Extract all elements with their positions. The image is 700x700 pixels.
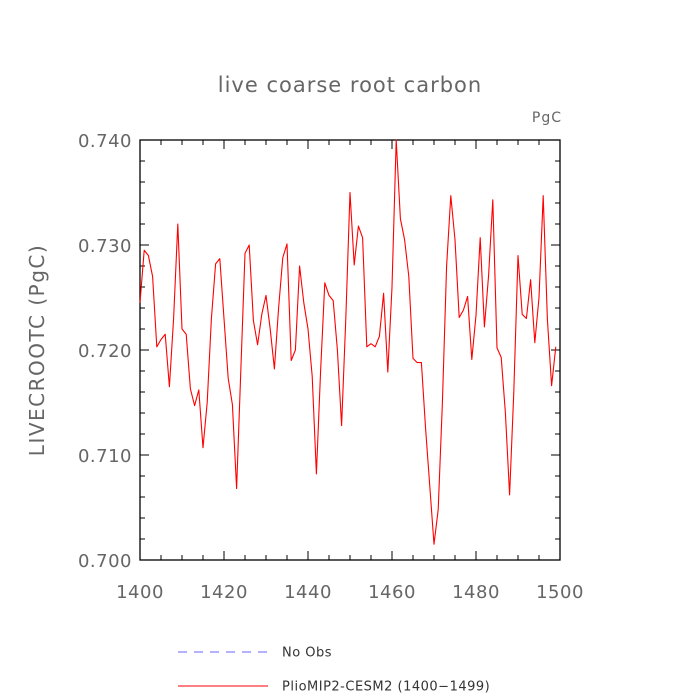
y-tick-label: 0.700	[78, 551, 132, 572]
legend: No Obs PlioMIP2-CESM2 (1400−1499)	[178, 646, 490, 695]
x-tick-label: 1500	[536, 582, 584, 603]
x-tick-label: 1460	[368, 582, 416, 603]
axis-ticks	[139, 139, 561, 561]
chart-title: live coarse root carbon	[218, 73, 482, 97]
y-axis-label: LIVECROOTC (PgC)	[25, 244, 49, 456]
y-tick-label: 0.740	[78, 131, 132, 152]
units-label: PgC	[532, 110, 562, 126]
y-tick-label: 0.720	[78, 341, 132, 362]
y-tick-label: 0.710	[78, 446, 132, 467]
series-line	[139, 139, 557, 545]
x-tick-label: 1420	[200, 582, 248, 603]
x-tick-label: 1480	[452, 582, 500, 603]
legend-label: No Obs	[282, 646, 332, 661]
x-tick-label: 1440	[284, 582, 332, 603]
series-layer	[139, 139, 557, 545]
y-tick-label: 0.730	[78, 236, 132, 257]
x-tick-label: 1400	[116, 582, 164, 603]
axis-tick-labels: 1400 1420 1440 1460 1480 1500 0.700 0.710 0.720 0…	[78, 131, 584, 603]
legend-label: PlioMIP2-CESM2 (1400−1499)	[282, 680, 490, 695]
